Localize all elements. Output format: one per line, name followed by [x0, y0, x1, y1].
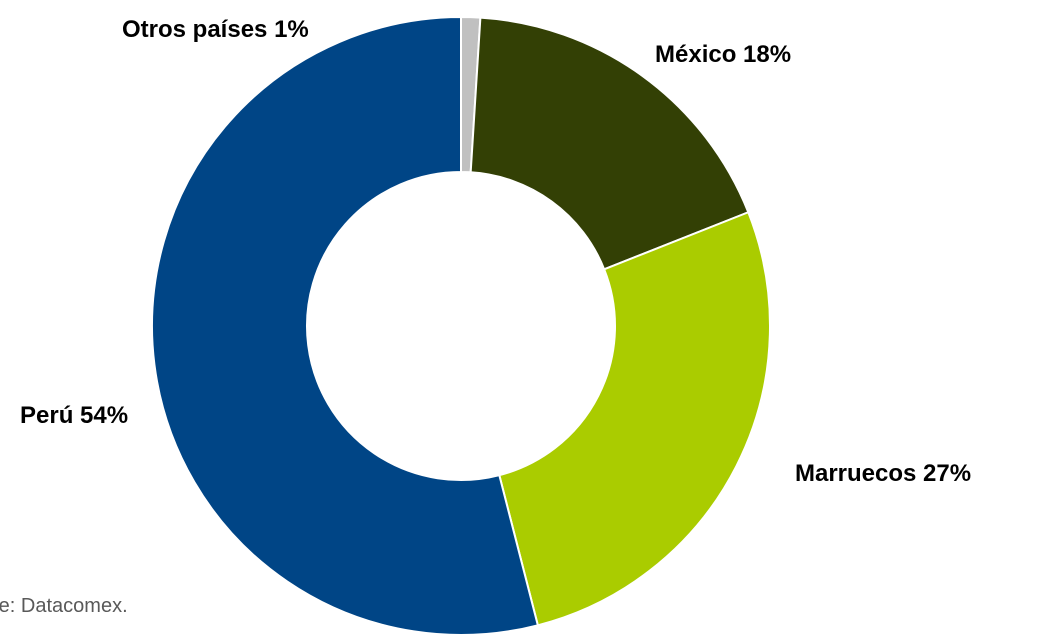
source-note: nte: Datacomex. [0, 595, 128, 617]
labels-layer: Otros países 1% México 18% Marruecos 27%… [20, 16, 971, 487]
label-marruecos: Marruecos 27% [795, 460, 971, 487]
label-peru: Perú 54% [20, 402, 128, 429]
slice-peru [151, 15, 540, 636]
label-otros-paises: Otros países 1% [122, 16, 309, 43]
slice-mexico [469, 16, 750, 271]
label-mexico: México 18% [655, 41, 791, 68]
slices-layer [151, 15, 771, 636]
slice-marruecos [498, 210, 771, 627]
